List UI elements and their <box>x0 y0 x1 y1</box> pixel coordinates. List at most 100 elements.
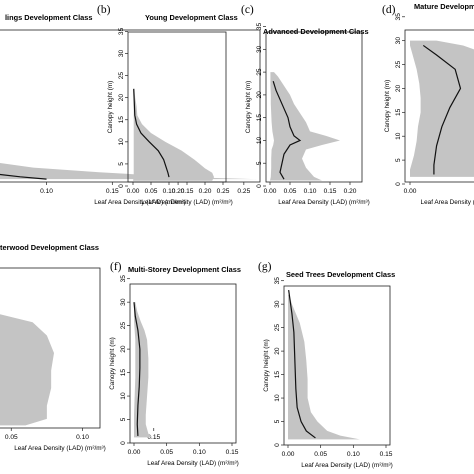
y-tick-label: 25 <box>256 68 263 76</box>
y-tick-label: 10 <box>256 136 263 144</box>
chart-panel-5: 0.05 0.10 0.15 Leaf Area Density (LAD) (m²/… <box>0 243 160 452</box>
plot-frame <box>0 267 101 429</box>
y-tick-label: 15 <box>274 371 281 379</box>
x-tick-label: 0.15 <box>324 188 337 195</box>
x-axis-label: Leaf Area Density (LAD) (m²/m³) <box>301 462 393 469</box>
x-axis-label: Leaf Area Density (LAD) (m²/m³) <box>278 199 370 206</box>
y-tick-label: 20 <box>118 94 125 102</box>
panel-label: (g) <box>258 261 272 273</box>
x-tick-label: 0.20 <box>172 188 185 195</box>
y-tick-label: 15 <box>120 369 127 377</box>
y-tick-label: 0 <box>120 441 127 445</box>
x-tick-label: 0.20 <box>344 188 357 195</box>
panel-title: terwood Development Class <box>0 243 99 252</box>
x-tick-label: 0.25 <box>237 188 250 195</box>
y-tick-label: 15 <box>256 114 263 122</box>
x-tick-label: 0.10 <box>193 449 206 456</box>
plot-frame <box>127 31 227 183</box>
mean-profile-line <box>272 81 302 180</box>
mean-profile-line <box>133 88 170 178</box>
panel-label: (c) <box>241 4 254 16</box>
x-tick-label: 0.00 <box>404 188 417 195</box>
plot-frame <box>283 285 391 446</box>
y-tick-label: 10 <box>118 138 125 146</box>
x-axis-label: Leaf Area Density (LAD) (m²/m³) <box>147 460 239 467</box>
x-tick-label: 0.15 <box>147 434 160 441</box>
y-tick-label: 0 <box>274 443 281 447</box>
y-tick-label: 5 <box>395 158 402 162</box>
panel-title: Young Development Class <box>145 13 238 22</box>
y-axis-label: Canopy height (m) <box>384 80 391 133</box>
y-tick-label: 15 <box>118 116 125 124</box>
chart-panel-6: 0.00 0.05 0.10 0.15 0 5 10 15 20 25 30 35 Leaf Area … <box>109 261 241 467</box>
chart-panel-7: 0.00 0.05 0.10 0.15 0 5 10 15 20 25 30 35 Leaf Area … <box>258 261 395 469</box>
y-tick-label: 30 <box>274 300 281 308</box>
chart-panel-4: 0.000 5 10 15 20 25 30 35 Leaf Area Density (L Ca… <box>382 2 474 206</box>
plot-frame <box>404 29 474 183</box>
variability-band <box>288 294 360 440</box>
y-tick-label: 35 <box>395 13 402 21</box>
y-tick-label: 5 <box>274 419 281 423</box>
panel-title: Multi-Storey Development Class <box>128 265 241 274</box>
chart-panel-2: 0.00 0.05 0.10 0.15 0.20 0.2505101520253035Le… <box>97 4 238 206</box>
y-tick-label: 10 <box>120 392 127 400</box>
y-axis-label: Canopy height (m) <box>109 337 116 390</box>
x-tick-label: 0.15 <box>106 188 119 195</box>
y-tick-label: 5 <box>118 162 125 166</box>
x-axis-label: Leaf Area Density (LAD) (m²/m³) <box>141 199 233 206</box>
x-tick-label: 0.25 <box>217 188 230 195</box>
y-tick-label: 25 <box>120 322 127 330</box>
y-tick-label: 0 <box>118 184 125 188</box>
x-tick-label: 0.15 <box>226 449 239 456</box>
panel-title: lings Development Class <box>5 13 92 22</box>
y-axis-label: Canopy height (m) <box>107 81 114 134</box>
y-tick-label: 25 <box>118 72 125 80</box>
y-tick-label: 30 <box>256 45 263 53</box>
x-tick-label: 0.00 <box>128 449 141 456</box>
x-tick-label: 0.05 <box>314 451 327 458</box>
y-tick-label: 35 <box>274 277 281 285</box>
y-tick-label: 15 <box>395 108 402 116</box>
panel-title: Advanced Development Class <box>263 27 369 36</box>
variability-band <box>410 40 474 177</box>
x-axis-label: Leaf Area Density (L <box>421 199 474 206</box>
y-tick-label: 10 <box>274 394 281 402</box>
y-tick-label: 0 <box>256 184 263 188</box>
y-axis-label: Canopy height (m) <box>245 81 252 134</box>
variability-band <box>133 88 214 181</box>
x-tick-label: 0.05 <box>145 188 158 195</box>
plot-frame <box>265 31 363 183</box>
y-tick-label: 5 <box>256 161 263 165</box>
y-tick-label: 20 <box>395 84 402 92</box>
x-tick-label: 0.05 <box>5 434 18 441</box>
x-tick-label: 0.00 <box>264 188 277 195</box>
plot-frame <box>129 283 237 444</box>
mean-profile-line <box>0 173 47 180</box>
x-tick-label: 0.10 <box>163 188 176 195</box>
y-tick-label: 5 <box>120 417 127 421</box>
variability-band <box>270 72 340 181</box>
x-tick-label: 0.05 <box>284 188 297 195</box>
panel-label: (f) <box>110 261 122 273</box>
chart-panel-3: 0.00 0.05 0.10 0.15 0.20 0 5 10 15 20 25 30 35 Leaf A… <box>241 4 370 206</box>
panel-label: (b) <box>97 4 111 16</box>
x-tick-label: 0.15 <box>380 451 393 458</box>
y-tick-label: 20 <box>274 347 281 355</box>
x-tick-label: 0.10 <box>40 188 53 195</box>
panel-title: Seed Trees Development Class <box>286 270 395 279</box>
y-axis-label: Canopy height (m) <box>263 339 270 392</box>
y-tick-label: 30 <box>395 37 402 45</box>
x-tick-label: 0.10 <box>304 188 317 195</box>
y-tick-label: 0 <box>395 182 402 186</box>
mean-profile-line <box>422 44 462 175</box>
y-tick-label: 25 <box>395 61 402 69</box>
y-tick-label: 25 <box>274 324 281 332</box>
mean-profile-line <box>288 290 316 439</box>
x-tick-label: 0.10 <box>347 451 360 458</box>
y-tick-label: 30 <box>118 50 125 58</box>
y-tick-label: 20 <box>120 345 127 353</box>
variability-band <box>0 314 54 426</box>
y-tick-label: 35 <box>118 27 125 35</box>
x-tick-label: 0.05 <box>160 449 173 456</box>
